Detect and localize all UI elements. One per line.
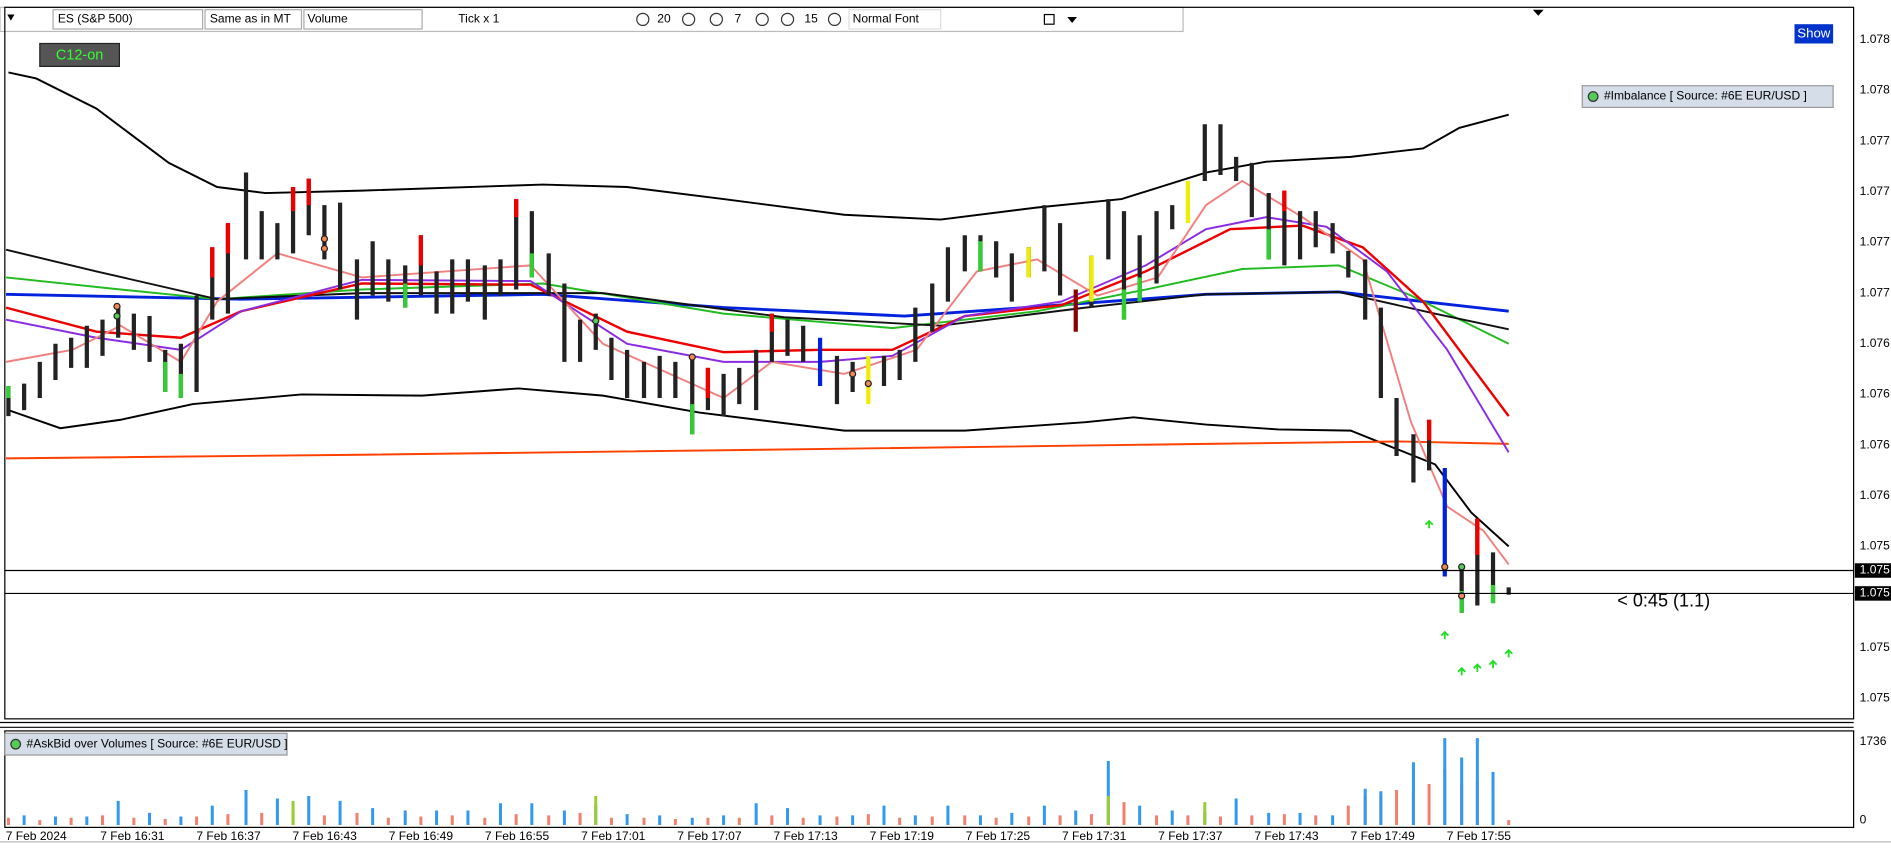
symbol: ES (S&P 500) xyxy=(58,12,133,26)
price-label: 1.076 xyxy=(1860,437,1890,451)
time-label: 7 Feb 17:01 xyxy=(581,829,646,843)
show-text: Show xyxy=(1797,25,1831,40)
bar-timer: < 0:45 (1.1) xyxy=(1617,591,1710,611)
volume-axis-label: 1736 xyxy=(1860,734,1887,748)
price-label: 1.075 xyxy=(1860,691,1890,705)
lower-band xyxy=(8,387,1510,548)
volume-bars xyxy=(6,738,1511,825)
price-label: 1.076 xyxy=(1860,387,1890,401)
current-price-box xyxy=(1854,563,1891,578)
price-label: 1.077 xyxy=(1860,235,1890,249)
time-label: 7 Feb 17:49 xyxy=(1351,829,1416,843)
window-icon[interactable] xyxy=(1043,13,1055,25)
toolbar: ES (S&P 500) Same as in MT Volume Tick x… xyxy=(0,6,1544,33)
symbol-select[interactable] xyxy=(52,9,204,30)
current-price-box xyxy=(1854,586,1891,601)
time-label: 7 Feb 16:43 xyxy=(293,829,358,843)
time-label: 7 Feb 17:07 xyxy=(677,829,742,843)
time-label: 7 Feb 16:49 xyxy=(389,829,454,843)
upper-band xyxy=(8,71,1509,221)
time-label: 7 Feb 16:31 xyxy=(100,829,165,843)
price-axis: 1.078 1.078 1.077 1.077 1.077 1.077 1.07… xyxy=(1854,32,1891,826)
price-label: 1.076 xyxy=(1860,488,1890,502)
spacing-up[interactable] xyxy=(755,12,769,27)
time-label: 7 Feb 17:31 xyxy=(1062,829,1127,843)
spacing-down[interactable] xyxy=(709,12,723,27)
price-label: 1.075 xyxy=(1860,539,1890,553)
purple-ma xyxy=(5,216,1510,453)
time-label: 7 Feb 16:55 xyxy=(485,829,550,843)
tag-icon xyxy=(10,738,22,750)
markers xyxy=(113,235,1466,600)
price-label: 1.077 xyxy=(1860,285,1890,299)
badge-bg xyxy=(39,42,120,68)
price-label: 1.075 xyxy=(1860,640,1890,654)
price-pane xyxy=(4,6,1855,720)
time-axis: 7 Feb 2024 7 Feb 16:31 7 Feb 16:37 7 Feb 16… xyxy=(6,829,1512,843)
price-label: 1.076 xyxy=(1860,336,1890,350)
time-label: 7 Feb 17:25 xyxy=(966,829,1031,843)
show-button[interactable] xyxy=(1794,24,1834,44)
volume-pane xyxy=(4,730,1855,828)
price-label: 1.077 xyxy=(1860,133,1890,147)
font-size: 15 xyxy=(804,12,818,26)
indicator: Volume xyxy=(308,12,348,26)
font: Normal Font xyxy=(853,12,920,26)
long-ma xyxy=(6,440,1509,460)
imbalance-tag[interactable] xyxy=(1581,85,1834,109)
blue-ma xyxy=(6,290,1509,318)
price-label: 1.078 xyxy=(1860,32,1890,46)
imbalance-label: #Imbalance [ Source: #6E EUR/USD ] xyxy=(1604,89,1807,103)
current-price: 1.075 xyxy=(1860,586,1890,600)
time-label: 7 Feb 17:43 xyxy=(1254,829,1319,843)
time-label: 7 Feb 17:19 xyxy=(870,829,935,843)
volume-axis-label: 0 xyxy=(1860,812,1867,826)
signal-arrows xyxy=(1424,519,1513,676)
time-label: 7 Feb 16:37 xyxy=(196,829,261,843)
tag-icon xyxy=(1587,91,1599,102)
indicator-select[interactable] xyxy=(303,9,423,30)
time-label: 7 Feb 17:37 xyxy=(1158,829,1223,843)
red-ma xyxy=(5,224,1510,417)
bar-width: 20 xyxy=(657,12,671,26)
current-price: 1.075 xyxy=(1860,563,1890,577)
zoom-out[interactable] xyxy=(636,12,650,27)
price-label: 1.077 xyxy=(1860,184,1890,198)
font-up[interactable] xyxy=(827,12,842,27)
font-select[interactable] xyxy=(848,9,942,30)
time-label: 7 Feb 17:13 xyxy=(773,829,838,843)
tick[interactable]: Tick x 1 xyxy=(458,12,499,26)
price-label: 1.078 xyxy=(1860,83,1890,97)
spacing: 7 xyxy=(734,12,741,26)
askbid-tag[interactable] xyxy=(4,732,288,756)
timeframe: Same as in MT xyxy=(210,12,292,26)
zoom-in[interactable] xyxy=(681,12,696,27)
mid-band xyxy=(5,248,1509,331)
time-label: 7 Feb 17:55 xyxy=(1447,829,1512,843)
font-down[interactable] xyxy=(780,12,795,27)
askbid-label: #AskBid over Volumes [ Source: #6E EUR/U… xyxy=(27,736,288,750)
time-label: 7 Feb 2024 xyxy=(6,829,67,843)
timeframe-select[interactable] xyxy=(204,9,303,30)
badge: C12-on xyxy=(56,47,103,63)
